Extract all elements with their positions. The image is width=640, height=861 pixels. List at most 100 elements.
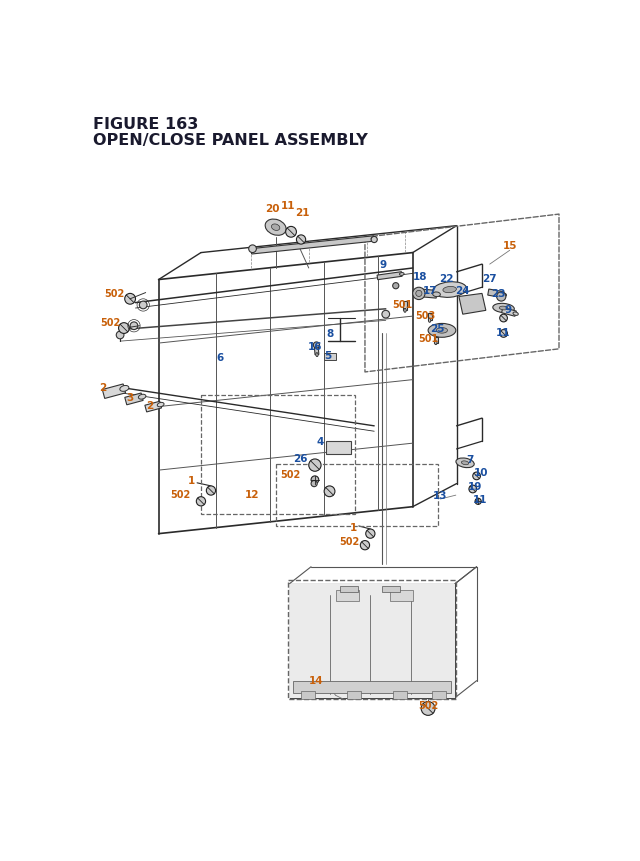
Text: 6: 6	[216, 352, 224, 362]
Text: 15: 15	[502, 240, 517, 251]
Text: 11: 11	[473, 494, 488, 505]
Ellipse shape	[371, 238, 376, 241]
Circle shape	[314, 343, 319, 349]
Text: 27: 27	[483, 274, 497, 283]
Text: FIGURE 163: FIGURE 163	[93, 117, 198, 132]
Bar	[276, 465, 438, 526]
Circle shape	[296, 236, 306, 245]
Text: 502: 502	[339, 536, 360, 547]
Ellipse shape	[436, 328, 447, 334]
Text: 10: 10	[474, 468, 488, 478]
Ellipse shape	[443, 287, 456, 294]
Text: 23: 23	[491, 289, 506, 299]
Text: 12: 12	[245, 489, 260, 499]
Bar	[382, 586, 401, 592]
Circle shape	[125, 294, 136, 305]
Text: 503: 503	[415, 311, 436, 320]
Text: 11: 11	[496, 327, 511, 338]
Ellipse shape	[435, 341, 437, 345]
Text: 4: 4	[317, 437, 324, 447]
Polygon shape	[377, 272, 402, 281]
Text: 502: 502	[100, 318, 121, 327]
Circle shape	[249, 245, 257, 253]
Ellipse shape	[461, 461, 468, 465]
Circle shape	[140, 301, 147, 309]
Text: 26: 26	[293, 454, 308, 463]
Text: 18: 18	[413, 271, 428, 282]
Circle shape	[206, 486, 216, 496]
Ellipse shape	[120, 386, 129, 392]
Circle shape	[393, 283, 399, 289]
Text: 1: 1	[350, 523, 357, 533]
Bar	[326, 442, 351, 454]
Circle shape	[130, 323, 138, 331]
Text: 502: 502	[280, 469, 300, 479]
Polygon shape	[488, 289, 504, 299]
Circle shape	[308, 460, 321, 472]
Text: 2: 2	[100, 383, 107, 393]
Text: 21: 21	[295, 208, 310, 218]
Circle shape	[500, 331, 508, 338]
Text: 501: 501	[392, 300, 413, 310]
Text: 17: 17	[422, 286, 437, 296]
Text: 16: 16	[308, 341, 322, 351]
Ellipse shape	[433, 282, 467, 298]
Polygon shape	[145, 402, 161, 412]
Circle shape	[196, 497, 205, 506]
Text: 8: 8	[326, 329, 333, 339]
Circle shape	[324, 486, 335, 497]
Circle shape	[475, 499, 481, 505]
Bar	[394, 691, 407, 699]
Circle shape	[469, 486, 477, 493]
Ellipse shape	[404, 309, 406, 313]
Text: 502: 502	[170, 490, 190, 499]
Circle shape	[285, 227, 296, 238]
Bar	[340, 586, 358, 592]
Ellipse shape	[456, 458, 474, 468]
Text: 25: 25	[430, 324, 445, 334]
Circle shape	[116, 331, 124, 339]
Text: 22: 22	[439, 274, 454, 283]
Ellipse shape	[433, 293, 440, 297]
Bar	[324, 353, 337, 361]
Polygon shape	[428, 313, 431, 321]
Circle shape	[473, 473, 481, 480]
Ellipse shape	[513, 313, 518, 316]
Circle shape	[311, 481, 317, 487]
Bar	[288, 580, 456, 699]
Circle shape	[416, 291, 422, 297]
Polygon shape	[502, 308, 516, 317]
Bar	[348, 691, 361, 699]
Polygon shape	[434, 338, 438, 344]
Bar	[293, 681, 451, 693]
Circle shape	[413, 288, 425, 300]
Text: 502: 502	[104, 289, 125, 299]
Ellipse shape	[428, 324, 456, 338]
Polygon shape	[459, 294, 486, 315]
Circle shape	[500, 315, 508, 323]
Text: 2: 2	[146, 400, 153, 411]
Bar	[301, 691, 315, 699]
Circle shape	[382, 311, 390, 319]
Ellipse shape	[316, 353, 318, 357]
Text: 7: 7	[466, 455, 474, 464]
Ellipse shape	[493, 304, 515, 313]
Circle shape	[371, 237, 378, 244]
Text: 20: 20	[266, 204, 280, 214]
Text: 19: 19	[468, 481, 483, 492]
Ellipse shape	[265, 220, 286, 236]
Text: 1: 1	[188, 475, 195, 486]
Text: 14: 14	[309, 675, 324, 685]
Circle shape	[365, 530, 375, 539]
Bar	[336, 590, 359, 601]
Polygon shape	[416, 289, 437, 299]
Polygon shape	[102, 385, 125, 399]
Circle shape	[360, 541, 369, 550]
Ellipse shape	[499, 307, 508, 311]
Text: OPEN/CLOSE PANEL ASSEMBLY: OPEN/CLOSE PANEL ASSEMBLY	[93, 133, 368, 147]
Polygon shape	[314, 344, 319, 356]
Circle shape	[118, 323, 129, 334]
Text: 501: 501	[418, 334, 438, 344]
Text: 3: 3	[127, 393, 134, 403]
Text: 24: 24	[454, 285, 469, 295]
